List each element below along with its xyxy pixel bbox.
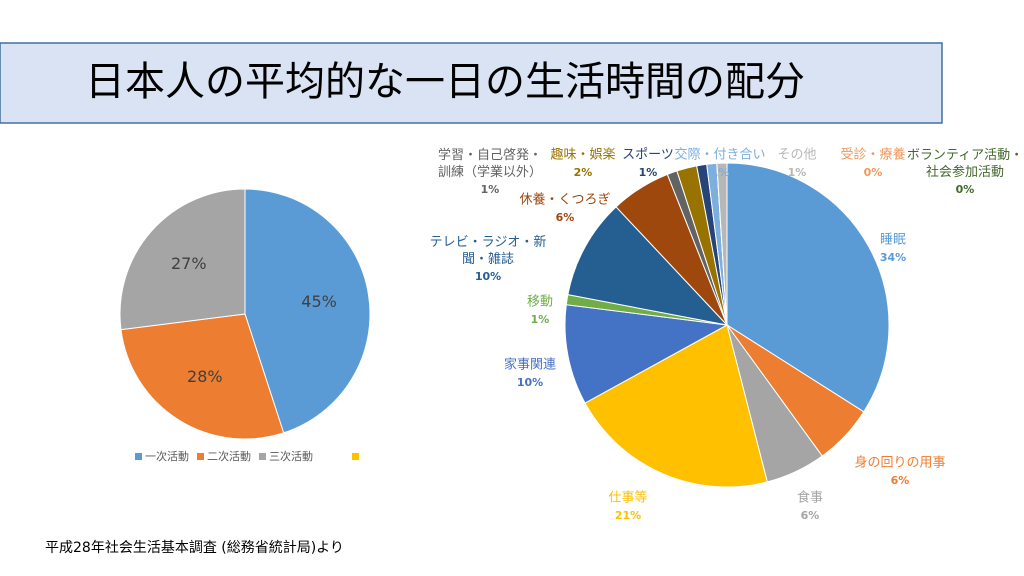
slice-value: 1% [788,166,807,179]
legend-label: 三次活動 [269,449,313,463]
slice-value: 0% [864,166,883,179]
slice-value: 1% [531,313,550,326]
pie-slice [119,188,246,331]
legend-swatch [197,453,204,460]
slice-name: 交際・付き合い [674,147,765,163]
slice-name: 身の回りの用事 [854,455,945,471]
legend-swatch [135,453,142,460]
slice-name: 移動 [527,295,553,310]
slice-name: スポーツ [622,148,674,163]
slice-name: 家事関連 [504,357,556,373]
pie-slice [120,313,285,440]
slice-name: ボランティア活動・社会参加活動 [907,148,1023,180]
pie-slice [716,162,728,326]
slice-name: 仕事等 [608,490,647,506]
pie-slice [564,304,729,404]
slice-label: 28% [187,367,223,386]
slice-name: 受診・療養 [840,147,905,163]
pie-slice [726,162,890,413]
slice-value: 6% [891,474,910,487]
slice-name: 食事 [797,490,823,506]
legend-swatch-empty [352,453,359,460]
slice-label: 27% [171,254,207,273]
pie-slice [567,206,729,326]
slice-name: 睡眠 [880,233,906,248]
slice-value: 34% [880,251,906,264]
slice-value: 1% [639,166,658,179]
slide-title: 日本人の平均的な一日の生活時間の配分 [85,59,805,105]
slice-name: その他 [777,148,816,163]
slice-name: 趣味・娯楽 [550,147,615,163]
slice-name: 休養・くつろぎ [519,192,610,208]
slice-label: 45% [301,292,337,311]
slice-value: 1% [481,183,500,196]
pie-slice [584,324,768,488]
slice-value: 6% [556,211,575,224]
legend-label: 一次活動 [145,449,189,463]
source-note: 平成28年社会生活基本調査 (総務省統計局)より [45,539,344,556]
legend-swatch [259,453,266,460]
slice-value: 21% [615,509,641,522]
pie-slice [244,188,371,434]
slice-value: 10% [475,270,501,283]
slice-name: 学習・自己啓発・訓練（学業以外） [438,147,542,180]
title-box [0,42,943,124]
slice-name: テレビ・ラジオ・新聞・雑誌 [430,234,547,267]
slice-value: 6% [801,509,820,522]
slice-value: 1% [711,166,730,179]
slice-value: 2% [574,166,593,179]
legend-label: 二次活動 [207,449,251,463]
slice-value: 0% [956,183,975,196]
slice-value: 10% [517,376,543,389]
